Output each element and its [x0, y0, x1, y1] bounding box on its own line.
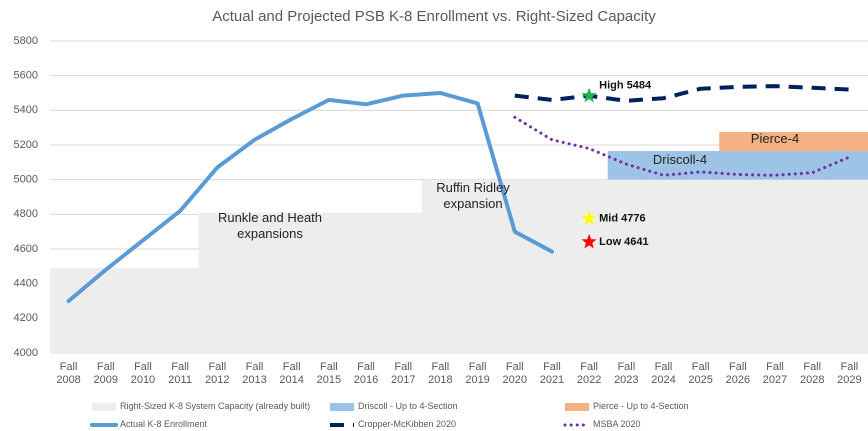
y-tick-label: 4600 [14, 243, 38, 255]
annotation: Pierce-4 [750, 131, 800, 146]
bar [198, 212, 237, 353]
marker-label: High 5484 [599, 80, 652, 92]
annotation: Runkle and Heath expansions [217, 210, 323, 241]
y-tick-label: 5400 [14, 104, 38, 116]
bar [384, 212, 423, 353]
bar [719, 179, 757, 353]
x-tick-label: Fall 2015 [316, 361, 342, 386]
bar [607, 179, 646, 353]
x-tick-label: Fall 2028 [799, 361, 825, 386]
x-tick-label: Fall 2024 [651, 361, 676, 386]
x-tick-label: Fall 2017 [390, 361, 416, 386]
line-series [66, 91, 554, 303]
bar [533, 179, 572, 353]
marker-label: Mid 4776 [599, 212, 645, 224]
x-tick-label: Fall 2027 [762, 361, 788, 386]
legend-label: Driscoll - Up to 4-Section [358, 401, 458, 411]
line-series [514, 84, 850, 103]
x-tick-label: Fall 2011 [168, 361, 192, 386]
y-tick-label: 4800 [14, 208, 38, 220]
x-tick-label: Fall 2009 [93, 361, 118, 386]
annotation: Driscoll-4 [652, 152, 708, 167]
legend-label: Pierce - Up to 4-Section [593, 401, 689, 411]
chart-title: Actual and Projected PSB K-8 Enrollment … [212, 8, 656, 25]
legend-label: Cropper-McKibben 2020 [358, 419, 457, 429]
x-tick-label: Fall 2014 [279, 361, 304, 386]
bar [793, 179, 832, 353]
x-tick-label: Fall 2018 [428, 361, 453, 386]
x-tick-label: Fall 2019 [465, 361, 490, 386]
bar [644, 179, 683, 353]
x-tick-label: Fall 2023 [614, 361, 639, 386]
star-marker [581, 210, 597, 225]
x-tick-label: Fall 2022 [576, 361, 602, 386]
bar [421, 179, 460, 353]
bar [273, 212, 311, 353]
y-tick-label: 4200 [14, 312, 38, 324]
annotation: Ruffin Ridley expansion [436, 180, 510, 211]
star-marker [581, 233, 597, 249]
legend-swatch [330, 403, 354, 411]
y-tick-label: 5000 [14, 174, 38, 186]
bar [793, 132, 832, 152]
legend-swatch [565, 403, 589, 411]
bars [50, 132, 868, 353]
bar [793, 151, 832, 180]
x-tick-label: Fall 2012 [205, 361, 230, 386]
x-tick-label: Fall 2029 [837, 361, 862, 386]
bar [570, 179, 609, 353]
star-marker [581, 87, 597, 103]
bar [459, 179, 497, 353]
bar [719, 132, 757, 152]
bar [347, 212, 386, 353]
x-tick-label: Fall 2013 [242, 361, 267, 386]
x-tick-label: Fall 2010 [130, 361, 156, 386]
y-tick-label: 5200 [14, 139, 38, 151]
legend-label: Right-Sized K-8 System Capacity (already… [120, 401, 311, 411]
bar [719, 151, 757, 180]
x-tick-label: Fall 2025 [688, 361, 713, 386]
bar [496, 179, 534, 353]
bar [830, 179, 868, 353]
x-tick-label: Fall 2008 [56, 361, 81, 386]
bar [830, 132, 868, 152]
bar [161, 268, 200, 353]
bar [50, 268, 88, 353]
legend-label: MSBA 2020 [593, 419, 641, 429]
legend-swatch [92, 403, 116, 411]
x-tick-label: Fall 2020 [502, 361, 527, 386]
y-tick-label: 5600 [14, 70, 38, 82]
bar [756, 179, 795, 353]
y-tick-label: 5800 [14, 35, 38, 47]
bar [756, 132, 795, 152]
y-tick-label: 4000 [14, 347, 38, 359]
x-tick-label: Fall 2021 [539, 361, 565, 386]
marker-label: Low 4641 [599, 236, 649, 248]
y-tick-label: 4400 [14, 278, 38, 290]
x-tick-label: Fall 2016 [353, 361, 379, 386]
legend-label: Actual K-8 Enrollment [120, 419, 208, 429]
bar [310, 212, 348, 353]
bar [682, 151, 720, 180]
line-series [513, 115, 851, 177]
bar [830, 151, 868, 180]
x-tick-label: Fall 2026 [725, 361, 751, 386]
bar [124, 268, 163, 353]
bar [682, 179, 720, 353]
bar [235, 212, 274, 353]
bar [644, 151, 683, 180]
